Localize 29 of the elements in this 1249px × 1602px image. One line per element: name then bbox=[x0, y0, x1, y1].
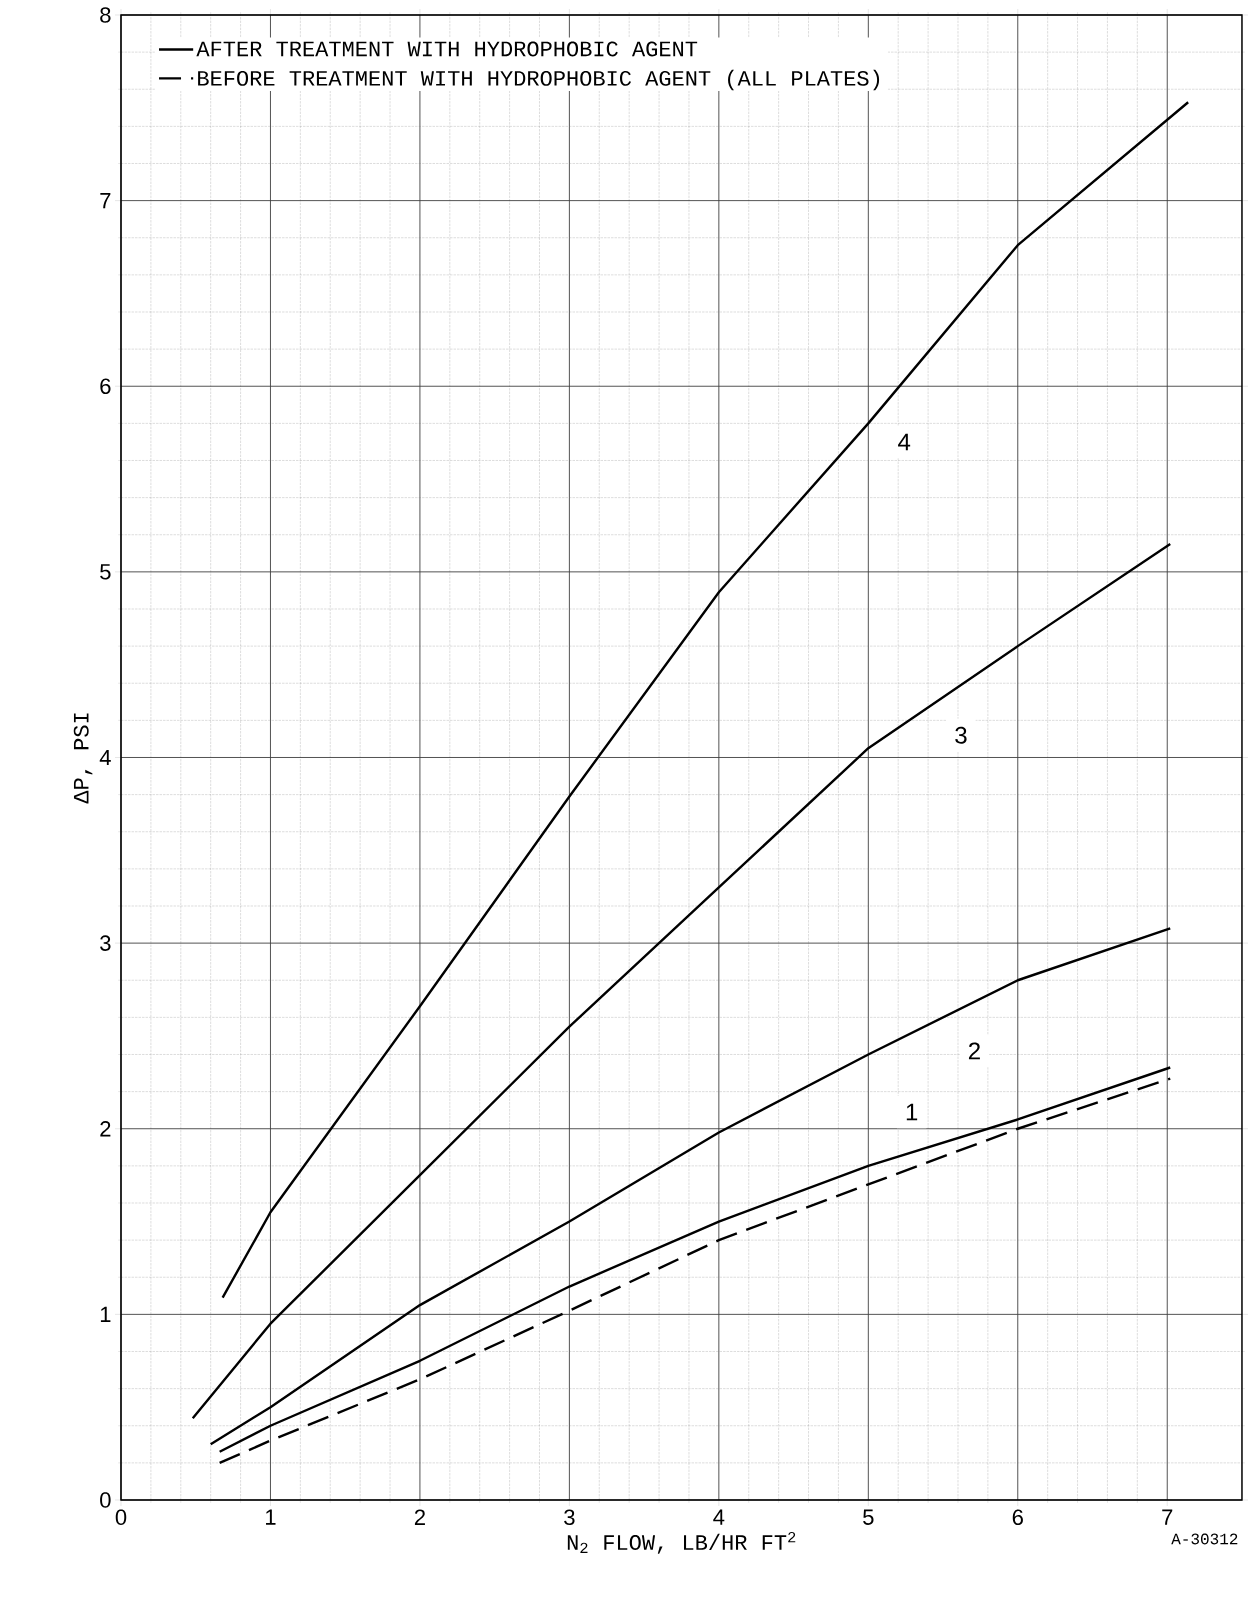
y-tick-label: 7 bbox=[100, 193, 111, 209]
x-tick-label: 0 bbox=[115, 1509, 127, 1526]
annotation: 4 bbox=[898, 433, 911, 451]
y-tick-label: 4 bbox=[99, 749, 111, 766]
line-series bbox=[221, 101, 1190, 1299]
x-tick-label: 1 bbox=[266, 1509, 276, 1525]
x-tick-label: 4 bbox=[713, 1509, 725, 1525]
y-tick-label: 3 bbox=[100, 935, 111, 951]
y-tick-label: 6 bbox=[100, 378, 111, 395]
x-tick-label: 5 bbox=[863, 1509, 874, 1525]
text: A-30312 bbox=[1171, 1533, 1238, 1545]
x-tick-label: 6 bbox=[1012, 1509, 1023, 1526]
line-series bbox=[209, 927, 1172, 1446]
x-axis-title: N$_{2}$ FLOW, LB/HR FT$^{2}$ bbox=[567, 1531, 796, 1554]
y-axis-title: ΔP, PSI bbox=[73, 713, 93, 804]
y-tick-label: 5 bbox=[100, 564, 111, 580]
line-series bbox=[191, 542, 1172, 1420]
annotation: 1 bbox=[906, 1103, 918, 1121]
legend-label: AFTER TREATMENT WITH HYDROPHOBIC AGENT bbox=[196, 41, 698, 57]
y-tick-label: 0 bbox=[100, 1492, 111, 1508]
x-tick-label: 2 bbox=[414, 1509, 425, 1525]
legend-label: BEFORE TREATMENT WITH HYDROPHOBIC AGENT (ALL PLATES) bbox=[198, 69, 880, 91]
x-tick-label: 7 bbox=[1162, 1509, 1173, 1525]
annotation: 3 bbox=[955, 726, 967, 744]
annotation: 2 bbox=[968, 1042, 980, 1060]
y-tick-label: 1 bbox=[100, 1306, 111, 1322]
x-tick-label: 3 bbox=[564, 1509, 575, 1526]
y-tick-label: 2 bbox=[100, 1121, 111, 1137]
y-tick-label: 8 bbox=[100, 7, 111, 23]
